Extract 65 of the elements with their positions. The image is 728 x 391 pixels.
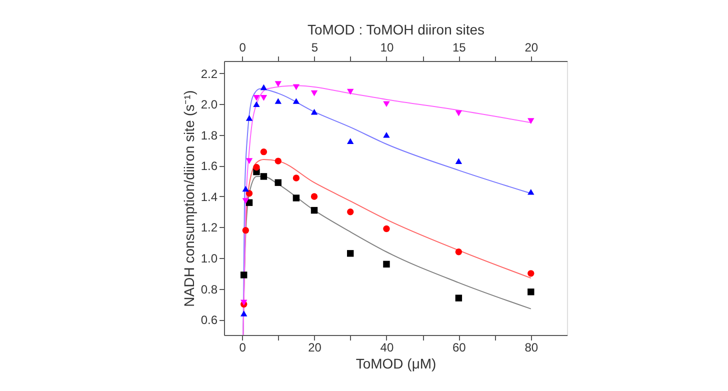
point <box>347 208 354 216</box>
point <box>246 190 253 197</box>
point <box>240 310 248 316</box>
y-tick-label: 0.8 <box>200 282 218 296</box>
point <box>246 158 253 164</box>
y-tick-label: 1.0 <box>200 252 218 266</box>
point <box>242 186 250 192</box>
point <box>274 179 282 186</box>
point <box>260 95 268 101</box>
point <box>242 226 250 234</box>
point <box>347 88 354 95</box>
x2-tick-label: 0 <box>239 40 246 54</box>
y-tick-label: 1.8 <box>200 128 218 142</box>
x2-axis-title: ToMOD : ToMOH diiron sites <box>307 22 485 38</box>
point <box>274 158 282 164</box>
point <box>383 260 390 268</box>
point <box>310 206 318 214</box>
y-tick-label: 2.0 <box>200 98 218 112</box>
point <box>260 173 268 180</box>
point <box>310 193 318 200</box>
y-tick-label: 0.6 <box>200 313 218 328</box>
x-tick-label: 20 <box>308 340 322 354</box>
point <box>310 90 318 96</box>
point <box>455 294 462 302</box>
x-tick-label: 40 <box>380 340 394 354</box>
point <box>383 132 390 138</box>
point <box>246 115 253 121</box>
point <box>274 98 282 104</box>
x2-tick-label: 5 <box>311 40 318 54</box>
point <box>455 110 462 116</box>
x-axis-title: ToMOD (μM) <box>356 356 436 372</box>
point <box>347 138 354 144</box>
point <box>528 118 534 124</box>
point <box>253 95 260 101</box>
x2-tick-label: 20 <box>524 40 538 54</box>
point <box>242 198 250 204</box>
x-tick-label: 80 <box>524 340 538 354</box>
point <box>528 288 534 296</box>
y-tick-label: 1.6 <box>200 159 218 174</box>
point <box>253 101 260 108</box>
point <box>383 101 390 108</box>
x-tick-label: 0 <box>239 340 246 354</box>
point <box>310 108 318 115</box>
point <box>455 158 462 164</box>
y-tick-label: 2.2 <box>200 66 218 81</box>
point <box>292 98 300 104</box>
point <box>260 148 268 156</box>
point <box>455 248 462 256</box>
x2-tick-label: 10 <box>380 40 394 54</box>
point <box>253 164 260 171</box>
point <box>260 84 268 90</box>
point <box>274 81 282 87</box>
x-tick-label: 60 <box>452 340 466 354</box>
point <box>383 225 390 232</box>
point <box>292 194 300 202</box>
point <box>528 270 534 277</box>
y-axis-title: NADH consumption/diiron site (s⁻¹) <box>180 90 197 307</box>
point <box>292 174 300 182</box>
point <box>347 250 354 257</box>
y-tick-label: 1.4 <box>200 190 218 204</box>
y-tick-label: 1.2 <box>200 220 218 235</box>
point <box>528 188 534 195</box>
point <box>292 84 300 90</box>
point <box>240 272 248 278</box>
x2-tick-label: 15 <box>452 40 466 54</box>
